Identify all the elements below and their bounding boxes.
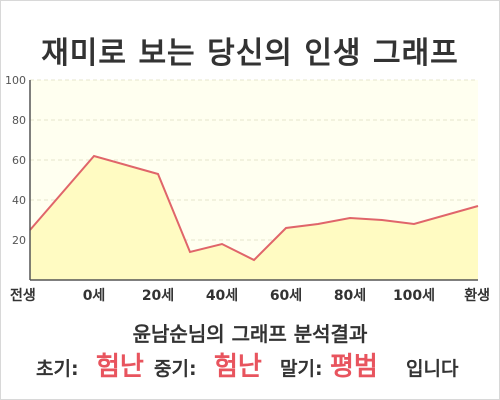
result-suffix: 입니다 — [406, 358, 459, 380]
x-tick-label-5: 80세 — [334, 288, 366, 304]
x-tick-label-6: 100세 — [393, 288, 435, 304]
early-stage-label: 초기: — [36, 358, 79, 380]
x-tick-label-1: 0세 — [83, 288, 106, 304]
mid-stage-label: 중기: — [154, 358, 197, 380]
mid-stage-value: 험난 — [214, 352, 262, 382]
area-fill — [30, 156, 478, 280]
early-stage-value: 험난 — [96, 352, 144, 382]
chart-title: 재미로 보는 당신의 인생 그래프 — [41, 36, 459, 71]
y-tick-labels: 20 40 60 80 100 — [5, 74, 26, 247]
y-tick-label-100: 100 — [5, 74, 26, 87]
x-tick-label-0: 전생 — [10, 287, 36, 304]
late-stage-label: 말기: — [280, 358, 323, 380]
x-tick-label-4: 60세 — [270, 288, 302, 304]
x-tick-label-2: 20세 — [142, 288, 174, 304]
analysis-summary: 윤남순님의 그래프 분석결과 — [132, 322, 368, 346]
y-tick-label-80: 80 — [12, 114, 26, 127]
x-tick-label-7: 환생 — [464, 287, 490, 304]
y-tick-label-40: 40 — [12, 194, 26, 207]
y-tick-label-20: 20 — [12, 234, 26, 247]
series-line — [29, 154, 479, 262]
late-stage-value: 평범 — [330, 352, 378, 382]
life-stage-results: 초기: 험난 중기: 험난 말기: 평범 입니다 — [0, 346, 500, 382]
y-tick-label-60: 60 — [12, 154, 26, 167]
x-tick-labels: 전생 0세 20세 40세 60세 80세 100세 환생 — [10, 287, 490, 304]
x-tick-label-3: 40세 — [206, 288, 238, 304]
